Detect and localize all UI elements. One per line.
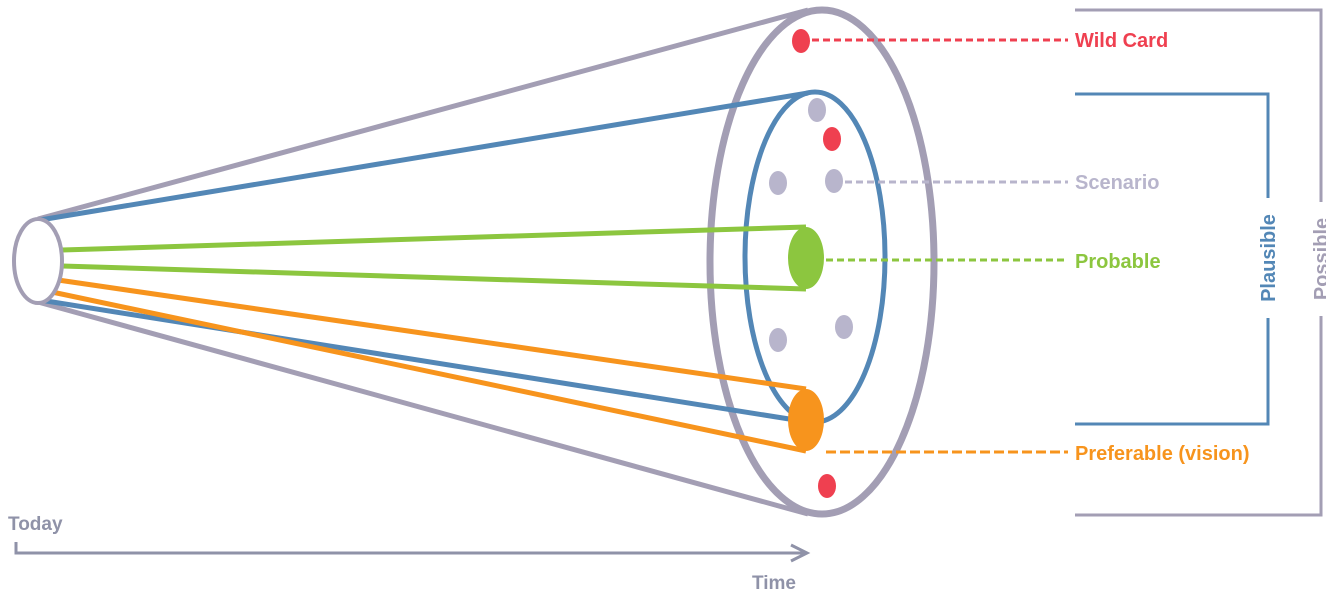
wild-card-label: Wild Card <box>1075 30 1168 52</box>
scenario-label: Scenario <box>1075 172 1159 194</box>
wild-card-dots <box>792 29 841 498</box>
wild-card-dot <box>823 127 841 151</box>
probable-tube-top-edge <box>61 224 807 253</box>
possible-label: Possible <box>1311 218 1326 300</box>
plausible-bracket: Plausible <box>1075 92 1280 426</box>
plausible-bracket-top <box>1075 92 1270 198</box>
today-origin-ellipse <box>12 217 64 305</box>
scenario-dot <box>825 169 843 193</box>
probable-tube-bottom-edge <box>61 263 807 292</box>
wild-card-dot <box>818 474 836 498</box>
time-axis-arrowhead <box>790 543 811 563</box>
plausible-cone-top-edge <box>39 90 809 223</box>
preferable-tube <box>51 277 824 454</box>
wild-card-dot <box>792 29 810 53</box>
probable-label: Probable <box>1075 251 1161 273</box>
plausible-label: Plausible <box>1258 214 1280 302</box>
time-label: Time <box>752 573 796 594</box>
scenario-dots <box>769 98 853 352</box>
possible-bracket-bottom <box>1075 316 1323 517</box>
plausible-bracket-bottom <box>1075 318 1270 426</box>
preferable-ellipse <box>788 389 824 451</box>
scenario-dot <box>769 328 787 352</box>
today-label: Today <box>8 514 63 535</box>
preferable-tube-bottom-edge <box>51 289 807 454</box>
preferable-tube-top-edge <box>57 277 807 392</box>
possible-cone-bottom-edge <box>37 299 809 517</box>
probable-ellipse <box>788 227 824 289</box>
time-axis-line <box>14 542 805 555</box>
scenario-dot <box>769 171 787 195</box>
scenario-dot <box>835 315 853 339</box>
possible-bracket: Possible <box>1075 8 1326 517</box>
preferable-label: Preferable (vision) <box>1075 443 1250 465</box>
plausible-cone-bottom-edge <box>39 297 809 425</box>
probable-tube <box>61 224 824 292</box>
possible-cone-top-edge <box>37 7 809 222</box>
time-axis: Today Time <box>8 514 811 594</box>
scenario-dot <box>808 98 826 122</box>
possible-bracket-top <box>1075 8 1323 202</box>
